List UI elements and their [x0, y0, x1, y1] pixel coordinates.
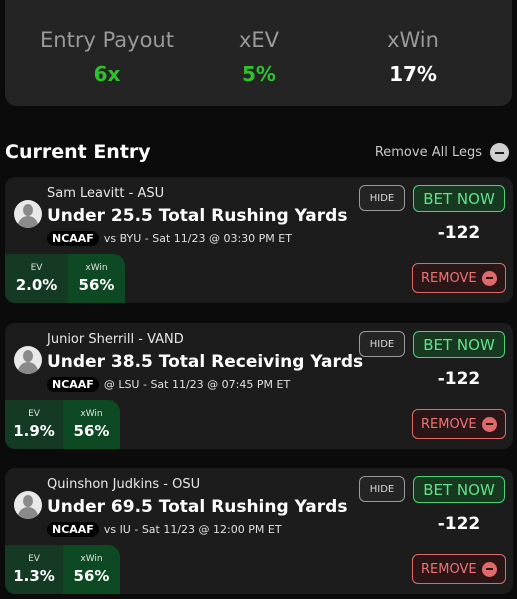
- remove-label: REMOVE: [421, 270, 477, 286]
- bet-now-button[interactable]: BET NOW: [413, 476, 505, 503]
- user-avatar-icon: [14, 491, 42, 519]
- league-badge: NCAAF: [47, 377, 99, 392]
- remove-leg-button[interactable]: REMOVE: [412, 554, 506, 584]
- ev-stat: EV 1.3%: [5, 545, 63, 594]
- xwin-leg-value: 56%: [73, 567, 110, 585]
- hide-button[interactable]: HIDE: [359, 331, 405, 357]
- xev-value: 5%: [242, 62, 276, 86]
- league-badge: NCAAF: [47, 231, 99, 246]
- game-info: NCAAF @ LSU - Sat 11/23 @ 07:45 PM ET: [47, 377, 290, 392]
- xwin-leg-label: xWin: [80, 554, 103, 564]
- odds-value: -122: [437, 369, 481, 389]
- entry-summary-panel: Entry Payout 6x xEV 5% xWin 17%: [5, 0, 512, 106]
- minus-circle-icon: [482, 561, 497, 577]
- remove-leg-button[interactable]: REMOVE: [412, 409, 506, 439]
- game-details: vs BYU - Sat 11/23 @ 03:30 PM ET: [103, 232, 292, 245]
- ev-value: 2.0%: [15, 276, 58, 294]
- entry-payout-stat: Entry Payout 6x: [37, 28, 177, 86]
- xwin-leg-label: xWin: [80, 409, 103, 419]
- xwin-label: xWin: [387, 28, 439, 52]
- user-avatar-icon: [14, 200, 42, 228]
- entry-leg-card: Quinshon Judkins - OSU Under 69.5 Total …: [5, 468, 513, 594]
- xwin-leg-value: 56%: [73, 422, 110, 440]
- odds-value: -122: [437, 514, 481, 534]
- ev-label: EV: [28, 554, 40, 564]
- entry-leg-card: Sam Leavitt - ASU Under 25.5 Total Rushi…: [5, 177, 513, 303]
- minus-circle-icon: [482, 416, 497, 432]
- xwin-leg-stat: xWin 56%: [68, 254, 125, 303]
- entry-payout-label: Entry Payout: [40, 28, 174, 52]
- ev-stat: EV 1.9%: [5, 400, 63, 449]
- xwin-leg-stat: xWin 56%: [63, 545, 120, 594]
- remove-leg-button[interactable]: REMOVE: [412, 263, 506, 293]
- leg-stats: EV 1.3% xWin 56%: [5, 545, 120, 594]
- xwin-stat: xWin 17%: [373, 28, 453, 86]
- game-info: NCAAF vs IU - Sat 11/23 @ 12:00 PM ET: [47, 522, 282, 537]
- ev-value: 1.3%: [13, 567, 55, 585]
- ev-stat: EV 2.0%: [5, 254, 68, 303]
- entry-leg-card: Junior Sherrill - VAND Under 38.5 Total …: [5, 323, 513, 449]
- xev-label: xEV: [238, 28, 280, 52]
- remove-all-legs-button[interactable]: Remove All Legs: [375, 143, 509, 162]
- bet-now-button[interactable]: BET NOW: [413, 331, 505, 358]
- minus-circle-icon: [490, 143, 509, 162]
- prop-line: Under 69.5 Total Rushing Yards: [47, 497, 348, 517]
- remove-label: REMOVE: [421, 416, 477, 432]
- remove-all-legs-label: Remove All Legs: [374, 145, 482, 160]
- ev-label: EV: [30, 263, 43, 273]
- ev-value: 1.9%: [13, 422, 55, 440]
- odds-value: -122: [437, 223, 481, 243]
- prop-line: Under 38.5 Total Receiving Yards: [47, 352, 364, 372]
- game-details: vs IU - Sat 11/23 @ 12:00 PM ET: [103, 523, 282, 536]
- entry-payout-value: 6x: [93, 62, 121, 86]
- bet-now-button[interactable]: BET NOW: [413, 185, 505, 212]
- hide-button[interactable]: HIDE: [359, 476, 405, 502]
- xwin-value: 17%: [389, 62, 437, 86]
- player-name: Sam Leavitt - ASU: [47, 186, 165, 201]
- player-name: Quinshon Judkins - OSU: [47, 477, 201, 492]
- game-info: NCAAF vs BYU - Sat 11/23 @ 03:30 PM ET: [47, 231, 292, 246]
- game-details: @ LSU - Sat 11/23 @ 07:45 PM ET: [103, 378, 291, 391]
- player-name: Junior Sherrill - VAND: [47, 332, 184, 347]
- xev-stat: xEV 5%: [219, 28, 299, 86]
- leg-stats: EV 2.0% xWin 56%: [5, 254, 125, 303]
- hide-button[interactable]: HIDE: [359, 185, 405, 211]
- minus-circle-icon: [482, 270, 497, 286]
- prop-line: Under 25.5 Total Rushing Yards: [47, 206, 348, 226]
- leg-stats: EV 1.9% xWin 56%: [5, 400, 120, 449]
- current-entry-title: Current Entry: [5, 141, 151, 163]
- user-avatar-icon: [14, 346, 42, 374]
- xwin-leg-value: 56%: [78, 276, 115, 294]
- remove-label: REMOVE: [421, 561, 477, 577]
- xwin-leg-label: xWin: [85, 263, 108, 273]
- xwin-leg-stat: xWin 56%: [63, 400, 120, 449]
- ev-label: EV: [28, 409, 40, 419]
- league-badge: NCAAF: [47, 522, 99, 537]
